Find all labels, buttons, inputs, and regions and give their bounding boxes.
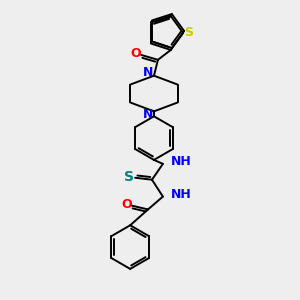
Text: NH: NH (171, 155, 192, 168)
Text: O: O (131, 47, 141, 60)
Text: N: N (143, 66, 153, 79)
Text: S: S (124, 170, 134, 184)
Text: NH: NH (171, 188, 192, 201)
Text: N: N (143, 108, 153, 121)
Text: S: S (184, 26, 194, 40)
Text: O: O (121, 198, 131, 211)
